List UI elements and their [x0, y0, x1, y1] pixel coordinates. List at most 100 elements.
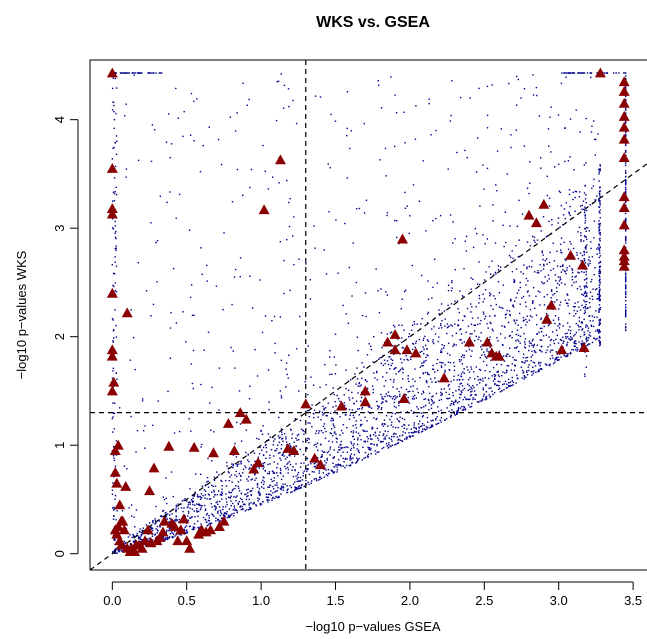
- data-point: [551, 219, 553, 221]
- data-point: [573, 341, 576, 343]
- data-point: [187, 510, 190, 513]
- data-point: [279, 457, 281, 459]
- data-point: [482, 293, 484, 295]
- data-point: [577, 271, 579, 274]
- data-point: [583, 72, 585, 74]
- data-point: [496, 363, 498, 366]
- data-point: [428, 409, 430, 411]
- data-point: [287, 488, 289, 490]
- data-point: [276, 467, 278, 469]
- data-point: [328, 440, 330, 442]
- data-point: [565, 202, 567, 204]
- data-point: [190, 92, 193, 95]
- data-point: [481, 400, 483, 402]
- data-point: [193, 495, 195, 497]
- data-point: [528, 369, 530, 372]
- data-point: [221, 484, 223, 487]
- data-point: [438, 336, 440, 338]
- data-point: [483, 351, 485, 353]
- data-point: [196, 520, 199, 522]
- data-point: [426, 322, 429, 324]
- data-point: [331, 469, 333, 471]
- data-point: [557, 325, 559, 327]
- data-point: [596, 288, 598, 290]
- data-point: [169, 191, 171, 193]
- data-point: [466, 366, 468, 368]
- data-point: [446, 407, 448, 409]
- data-point: [374, 431, 377, 434]
- data-point: [585, 162, 587, 164]
- data-point: [359, 385, 361, 388]
- data-point: [624, 279, 627, 281]
- data-point: [370, 447, 372, 450]
- data-point: [128, 507, 130, 509]
- data-point: [406, 358, 408, 361]
- data-point: [422, 339, 425, 342]
- data-point: [507, 353, 509, 356]
- data-point: [590, 241, 592, 243]
- data-point: [282, 486, 284, 488]
- data-point: [624, 235, 627, 238]
- data-point: [266, 498, 269, 501]
- data-point: [245, 498, 248, 501]
- data-point: [321, 411, 324, 414]
- data-point: [525, 318, 527, 321]
- data-point: [280, 397, 283, 399]
- data-point: [420, 274, 423, 277]
- data-point: [346, 134, 348, 137]
- data-point: [598, 297, 601, 300]
- data-point: [286, 456, 288, 459]
- data-point: [278, 441, 281, 444]
- data-point: [393, 401, 396, 404]
- data-point: [482, 301, 484, 303]
- data-point: [599, 342, 601, 344]
- data-point: [463, 354, 466, 357]
- data-point: [189, 296, 192, 299]
- data-point: [596, 195, 598, 197]
- data-point: [310, 482, 312, 484]
- data-point: [498, 384, 500, 387]
- data-point: [404, 438, 406, 440]
- data-point: [498, 375, 500, 378]
- data-point: [466, 383, 469, 385]
- data-point: [440, 365, 443, 367]
- data-point: [295, 487, 297, 489]
- data-point: [565, 76, 567, 78]
- data-point: [419, 366, 421, 368]
- data-point: [484, 370, 486, 372]
- data-point: [467, 325, 470, 327]
- data-point: [508, 82, 510, 85]
- data-point: [403, 418, 406, 421]
- data-point: [189, 517, 192, 519]
- data-point: [502, 355, 505, 357]
- data-point: [205, 514, 208, 516]
- highlight-triangle: [144, 485, 156, 496]
- data-point: [460, 359, 463, 361]
- data-point: [114, 290, 116, 292]
- data-point: [563, 241, 565, 244]
- data-point: [464, 240, 466, 242]
- data-point: [386, 445, 388, 447]
- data-point: [432, 339, 434, 341]
- data-point: [533, 343, 536, 346]
- data-point: [436, 358, 439, 361]
- data-point: [258, 467, 260, 469]
- data-point: [191, 500, 193, 502]
- data-point: [507, 378, 510, 381]
- data-point: [169, 532, 172, 535]
- data-point: [551, 349, 554, 351]
- data-point: [259, 502, 261, 505]
- highlighted-points-layer: [106, 67, 630, 556]
- data-point: [185, 341, 187, 343]
- data-point: [216, 500, 219, 503]
- data-point: [233, 276, 236, 278]
- data-point: [346, 177, 348, 179]
- data-point: [435, 417, 437, 420]
- data-point: [580, 72, 582, 74]
- data-point: [413, 430, 416, 433]
- data-point: [515, 333, 518, 336]
- data-point: [175, 87, 177, 90]
- data-point: [440, 409, 442, 412]
- data-point: [323, 451, 325, 453]
- data-point: [165, 141, 168, 143]
